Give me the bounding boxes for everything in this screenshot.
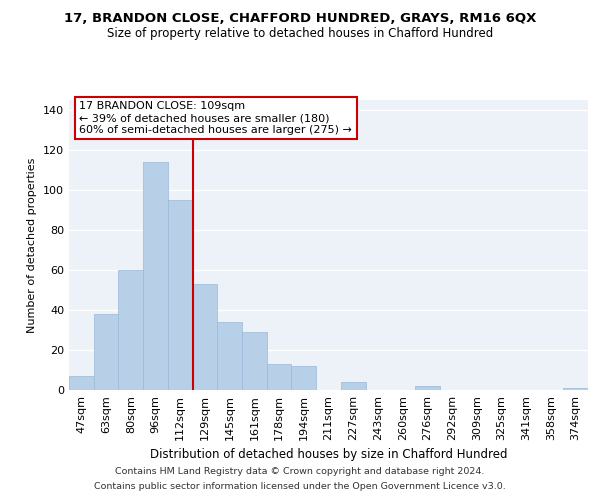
Bar bbox=[341, 382, 365, 390]
Bar bbox=[267, 364, 292, 390]
Bar bbox=[217, 322, 242, 390]
Text: 17, BRANDON CLOSE, CHAFFORD HUNDRED, GRAYS, RM16 6QX: 17, BRANDON CLOSE, CHAFFORD HUNDRED, GRA… bbox=[64, 12, 536, 26]
Bar bbox=[168, 200, 193, 390]
Bar bbox=[242, 332, 267, 390]
Bar bbox=[118, 270, 143, 390]
Text: Contains public sector information licensed under the Open Government Licence v3: Contains public sector information licen… bbox=[94, 482, 506, 491]
Bar bbox=[143, 162, 168, 390]
X-axis label: Distribution of detached houses by size in Chafford Hundred: Distribution of detached houses by size … bbox=[150, 448, 507, 462]
Bar bbox=[94, 314, 118, 390]
Bar bbox=[563, 388, 588, 390]
Bar bbox=[69, 376, 94, 390]
Bar bbox=[193, 284, 217, 390]
Bar bbox=[292, 366, 316, 390]
Bar bbox=[415, 386, 440, 390]
Text: Size of property relative to detached houses in Chafford Hundred: Size of property relative to detached ho… bbox=[107, 28, 493, 40]
Y-axis label: Number of detached properties: Number of detached properties bbox=[28, 158, 37, 332]
Text: Contains HM Land Registry data © Crown copyright and database right 2024.: Contains HM Land Registry data © Crown c… bbox=[115, 467, 485, 476]
Text: 17 BRANDON CLOSE: 109sqm
← 39% of detached houses are smaller (180)
60% of semi-: 17 BRANDON CLOSE: 109sqm ← 39% of detach… bbox=[79, 102, 352, 134]
